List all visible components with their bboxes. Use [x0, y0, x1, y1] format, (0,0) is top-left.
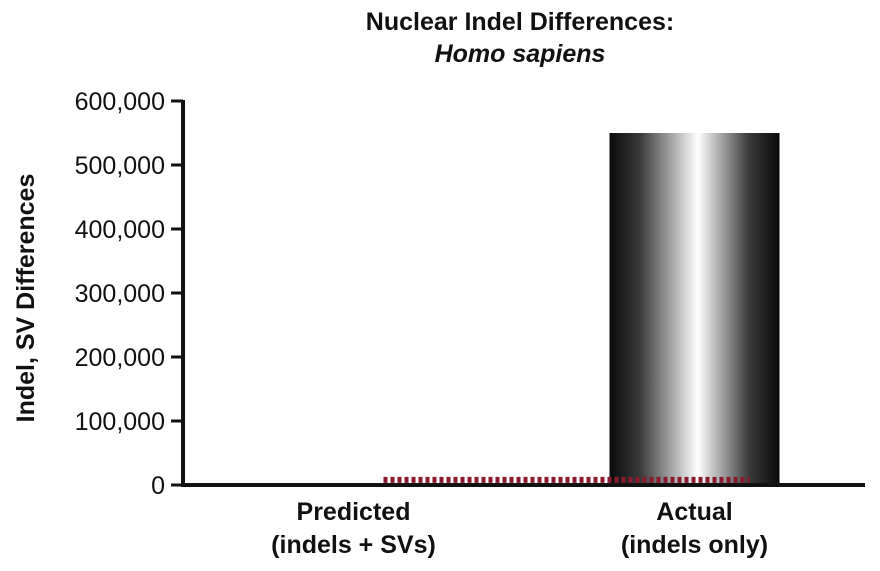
y-tick-label: 200,000 — [75, 344, 165, 372]
x-category-sublabel: (indels + SVs) — [271, 531, 436, 559]
x-category-sublabel: (indels only) — [621, 531, 768, 559]
y-tick-label: 300,000 — [75, 280, 165, 308]
y-axis: 0 100,000 200,000 300,000 400,000 500,000 600,… — [75, 88, 185, 500]
y-tick-label: 400,000 — [75, 216, 165, 244]
y-axis-label: Indel, SV Differences — [12, 174, 40, 423]
bar — [609, 133, 780, 485]
x-axis: Predicted (indels + SVs) Actual (indels onl… — [181, 483, 865, 559]
chart-title-block: Nuclear Indel Differences: Homo sapiens — [185, 6, 855, 70]
bars — [609, 133, 780, 485]
chart-title: Nuclear Indel Differences: — [365, 8, 675, 36]
y-tick-label: 500,000 — [75, 152, 165, 180]
y-tick-label: 100,000 — [75, 408, 165, 436]
y-tick-label: 600,000 — [75, 88, 165, 116]
x-category-label: Actual — [656, 498, 732, 526]
chart-subtitle: Homo sapiens — [434, 40, 606, 68]
x-category-label: Predicted — [297, 498, 411, 526]
y-tick-label: 0 — [151, 472, 165, 500]
